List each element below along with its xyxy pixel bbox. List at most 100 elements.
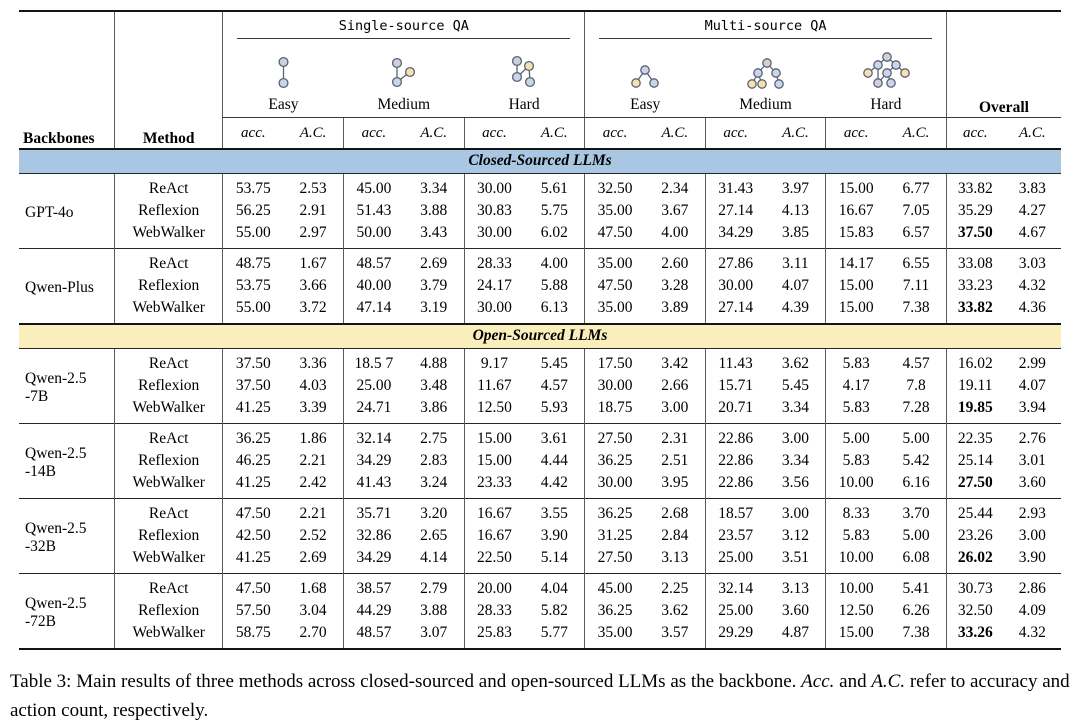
action-count-value: 3.00 [765, 423, 826, 450]
table-row: WebWalker 55.00 2.97 50.00 3.43 30.00 6.02 47.5… [19, 222, 1061, 249]
action-count-value: 6.77 [902, 179, 930, 197]
method-label: ReAct [113, 573, 223, 600]
accuracy-value: 22.86 [704, 450, 766, 472]
action-count-value: 4.57 [902, 354, 930, 372]
accuracy-value: 37.50 [222, 375, 284, 397]
col-header-backbones: Backbones [23, 130, 95, 147]
action-count-value: 5.77 [540, 623, 568, 641]
accuracy-value: 15.00 [463, 450, 525, 472]
action-count-value: 7.11 [902, 276, 930, 294]
section-band-label: Open-Sourced LLMs [19, 323, 1061, 349]
difficulty-single-medium: Medium [343, 39, 465, 118]
accuracy-value: 27.50 [584, 423, 645, 450]
accuracy-value: 27.14 [704, 200, 766, 222]
accuracy-value: 18.75 [584, 397, 645, 424]
method-label: WebWalker [113, 297, 223, 324]
multi-source-medium-tree-icon [705, 58, 826, 95]
accuracy-value: 35.29 [945, 200, 1004, 222]
accuracy-value: 26.02 [945, 547, 1004, 574]
accuracy-value: 55.00 [222, 222, 284, 249]
accuracy-value: 45.00 [584, 573, 645, 600]
table-row: Reflexion 46.25 2.21 34.29 2.83 15.00 4.44 36.2… [19, 450, 1061, 472]
action-count-value: 2.21 [299, 451, 327, 469]
difficulty-single-easy: Easy [222, 39, 344, 118]
accuracy-value: 16.67 [463, 525, 525, 547]
action-count-value: 7.8 [906, 376, 926, 394]
accuracy-value: 22.35 [945, 423, 1004, 450]
accuracy-value: 47.14 [342, 297, 404, 324]
metric-ac: A.C. [420, 124, 447, 141]
multi-source-hard-tree-icon [826, 52, 946, 95]
caption-ac-abbrev: A.C. [871, 671, 906, 692]
accuracy-value: 5.83 [825, 450, 887, 472]
accuracy-value: 19.11 [945, 375, 1004, 397]
action-count-value: 3.07 [420, 623, 448, 641]
accuracy-value: 33.82 [945, 297, 1004, 324]
metric-acc: acc. [463, 117, 525, 149]
accuracy-value: 29.29 [704, 622, 766, 649]
action-count-value: 4.36 [1018, 298, 1046, 316]
action-count-value: 3.61 [524, 423, 585, 450]
difficulty-label: Easy [268, 96, 299, 113]
col-header-multi-source-qa: Multi-source QA [584, 11, 947, 39]
action-count-value: 3.01 [1018, 451, 1046, 469]
action-count-value: 2.21 [283, 498, 344, 525]
accuracy-value: 18.5 7 [342, 348, 404, 375]
action-count-value: 5.61 [540, 179, 568, 197]
section-band-row: Open-Sourced LLMs [19, 323, 1061, 349]
action-count-value: 4.00 [524, 248, 585, 275]
accuracy-value: 33.08 [945, 248, 1004, 275]
action-count-value: 4.07 [1018, 376, 1046, 394]
action-count-value: 4.09 [1018, 601, 1046, 619]
action-count-value: 2.60 [644, 248, 706, 275]
action-count-value: 3.13 [661, 548, 689, 566]
accuracy-value: 17.50 [584, 348, 645, 375]
action-count-value: 6.16 [902, 473, 930, 491]
accuracy-value: 10.00 [825, 472, 887, 499]
accuracy-value: 23.57 [704, 525, 766, 547]
action-count-value: 3.00 [661, 398, 689, 416]
accuracy-value: 48.57 [342, 248, 404, 275]
action-count-value: 3.51 [781, 548, 809, 566]
action-count-value: 4.39 [781, 298, 809, 316]
action-count-value: 1.67 [283, 248, 344, 275]
action-count-value: 3.03 [1003, 248, 1061, 275]
accuracy-value: 9.17 [463, 348, 525, 375]
action-count-value: 3.56 [781, 473, 809, 491]
action-count-value: 3.95 [661, 473, 689, 491]
method-label: WebWalker [113, 547, 223, 574]
accuracy-value: 20.71 [704, 397, 766, 424]
accuracy-value: 44.29 [342, 600, 404, 622]
action-count-value: 2.51 [661, 451, 689, 469]
action-count-value: 3.04 [299, 601, 327, 619]
action-count-value: 2.69 [403, 248, 465, 275]
single-source-medium-graph-icon [344, 56, 465, 95]
difficulty-multi-easy: Easy [584, 39, 706, 118]
section-band-label: Closed-Sourced LLMs [19, 148, 1061, 174]
action-count-value: 4.32 [1018, 623, 1046, 641]
action-count-value: 5.88 [540, 276, 568, 294]
accuracy-value: 37.50 [222, 348, 284, 375]
accuracy-value: 23.33 [463, 472, 525, 499]
table-row: WebWalker 41.25 2.69 34.29 4.14 22.50 5.14 27.5… [19, 547, 1061, 574]
action-count-value: 3.48 [420, 376, 448, 394]
accuracy-value: 25.14 [945, 450, 1004, 472]
action-count-value: 4.57 [540, 376, 568, 394]
accuracy-value: 34.29 [342, 547, 404, 574]
accuracy-value: 47.50 [222, 498, 284, 525]
action-count-value: 3.34 [781, 451, 809, 469]
accuracy-value: 30.00 [584, 375, 645, 397]
metric-ac: A.C. [661, 124, 689, 141]
action-count-value: 2.75 [403, 423, 465, 450]
caption-acc-abbrev: Acc. [801, 671, 835, 692]
accuracy-value: 15.00 [825, 297, 887, 324]
accuracy-value: 23.26 [945, 525, 1004, 547]
accuracy-value: 41.43 [342, 472, 404, 499]
table-row: Qwen-2.5 -72B ReAct 47.50 1.68 38.57 2.79 20.0… [19, 573, 1061, 649]
action-count-value: 3.70 [886, 498, 947, 525]
action-count-value: 2.86 [1003, 573, 1061, 600]
accuracy-value: 12.50 [463, 397, 525, 424]
table-caption: Table 3: Main results of three methods a… [10, 668, 1070, 726]
accuracy-value: 24.17 [463, 275, 525, 297]
